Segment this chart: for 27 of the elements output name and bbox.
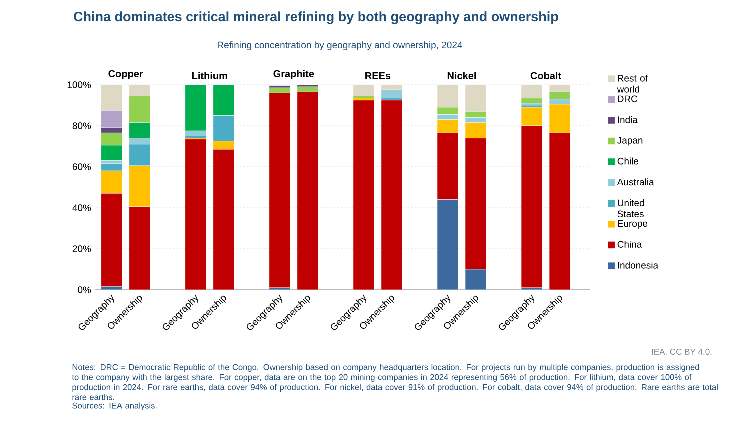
legend-label: Europe [618,220,648,229]
text: Lithium [192,72,228,80]
legend-label: Indonesia [618,262,659,269]
legend-label: United States [618,200,644,218]
text: Notes: DRC = Democratic Republic of the Congo. Ownership based on company headquarters location. For projects run by multiple companies, production is assigned to the company with the largest share. For copper, data are on the top 20 mining companies in 2024 representing 56% of production. For lithium, data cover 100% of production in 2024. For rare earths, data cover 94% of production. For nickel, data cover 91% of production. For cobalt, data cover 94% of production. Rare earths are total rare earths. [72,364,718,400]
y-tick-label: 20% [72,246,92,252]
legend-label: DRC [618,96,638,102]
text: IEA. CC BY 4.0. [652,349,712,356]
text: Nickel [448,72,476,80]
y-tick-label: 0% [78,286,92,294]
chart-title: China dominates critical mineral refining by both geography and ownership [74,12,558,24]
y-tick-label: 100% [68,82,92,88]
text: REEs [366,72,391,80]
chart-subtitle: Refining concentration by geography and ownership, 2024 [218,42,462,50]
text: Cobalt [530,72,562,80]
text: Copper [108,70,144,80]
y-tick-label: 40% [72,204,92,212]
y-tick-label: 80% [72,122,92,130]
y-tick-label: 60% [72,164,92,170]
legend-label: India [618,116,638,124]
text: Graphite [274,70,314,80]
legend-label: Chile [618,158,639,165]
source-note: Sources: IEA analysis. [72,402,157,410]
legend-label: Australia [617,178,654,186]
legend-label: Rest of world [617,74,648,93]
legend-label: Japan [617,137,643,146]
legend-label: China [618,240,642,248]
